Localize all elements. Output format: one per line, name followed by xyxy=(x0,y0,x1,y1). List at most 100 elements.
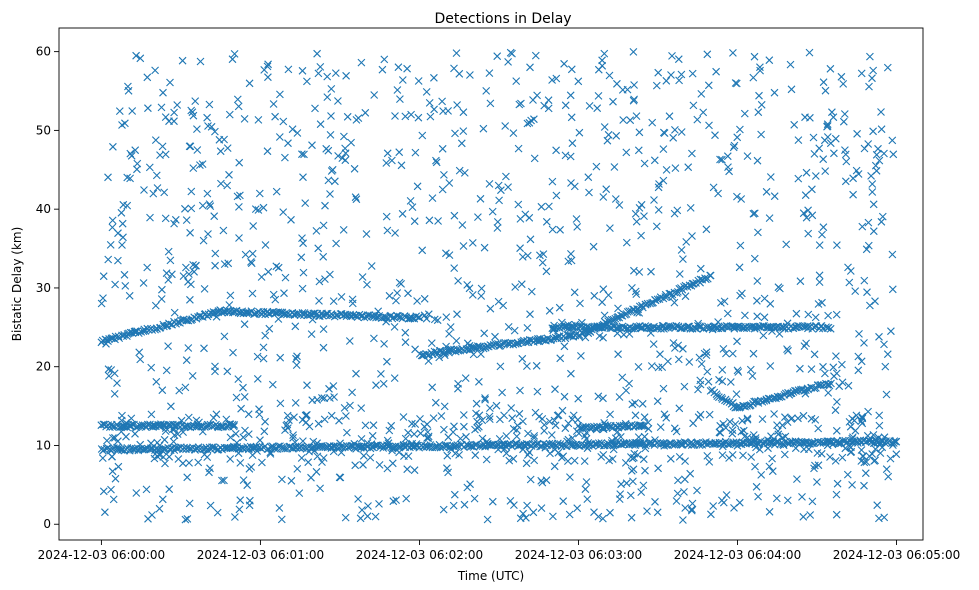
detection-marker xyxy=(293,129,302,137)
detection-marker xyxy=(511,283,520,291)
detection-marker xyxy=(766,362,775,370)
detection-marker xyxy=(217,179,225,188)
detection-marker xyxy=(567,113,576,122)
detection-marker xyxy=(818,230,826,239)
detection-marker xyxy=(356,443,365,452)
detection-marker xyxy=(383,226,392,235)
detection-marker xyxy=(299,173,307,182)
detection-marker xyxy=(276,399,285,408)
detection-marker xyxy=(612,131,621,140)
detection-marker xyxy=(735,498,744,507)
detection-marker xyxy=(758,398,767,406)
detection-marker xyxy=(583,495,592,503)
detection-marker xyxy=(321,275,329,283)
detection-marker xyxy=(514,200,523,209)
detection-marker xyxy=(699,108,708,117)
detection-marker xyxy=(331,69,340,77)
detection-marker xyxy=(567,369,575,378)
detection-marker xyxy=(475,377,483,386)
detection-marker xyxy=(132,51,140,60)
detection-marker xyxy=(657,439,666,448)
detection-marker xyxy=(189,261,197,269)
detection-marker xyxy=(567,179,575,187)
detection-marker xyxy=(832,510,841,519)
detection-marker xyxy=(679,344,687,353)
detection-marker xyxy=(742,324,751,333)
detection-marker xyxy=(485,180,494,188)
detection-marker xyxy=(251,205,260,213)
y-axis-ticks: 0 10 20 30 40 50 60 xyxy=(36,45,59,531)
detection-marker xyxy=(857,69,866,78)
detection-marker xyxy=(121,282,130,290)
detection-marker xyxy=(605,71,614,80)
detection-marker xyxy=(853,129,861,138)
detection-marker xyxy=(193,420,202,429)
detection-marker xyxy=(674,341,683,350)
detection-marker xyxy=(259,343,268,352)
detection-marker xyxy=(162,269,171,278)
detection-marker xyxy=(523,324,532,332)
detection-marker xyxy=(481,395,489,404)
detection-marker xyxy=(738,289,746,298)
detection-marker xyxy=(845,418,854,426)
detection-marker xyxy=(718,496,726,505)
detection-marker xyxy=(249,222,258,230)
detection-marker xyxy=(226,291,235,300)
detection-marker xyxy=(756,63,764,72)
detection-marker xyxy=(808,497,817,506)
detection-marker xyxy=(398,209,407,218)
detection-marker xyxy=(162,366,171,375)
detection-marker xyxy=(220,135,228,144)
detection-marker xyxy=(677,246,686,254)
detection-marker xyxy=(121,119,129,128)
detection-marker xyxy=(628,454,637,463)
detection-marker xyxy=(277,515,286,524)
detection-marker xyxy=(808,211,817,220)
detection-marker xyxy=(488,497,497,506)
detection-marker xyxy=(640,422,649,431)
detection-marker xyxy=(351,461,360,470)
detection-marker xyxy=(593,104,602,113)
detection-marker xyxy=(321,201,329,210)
detection-marker xyxy=(260,427,269,436)
detection-marker xyxy=(635,204,644,212)
detection-marker xyxy=(304,458,313,467)
detection-marker xyxy=(470,494,479,503)
detection-marker xyxy=(325,384,333,393)
detection-marker xyxy=(628,284,636,292)
detection-marker xyxy=(766,173,775,181)
y-tick-label: 10 xyxy=(36,438,51,452)
detection-marker xyxy=(319,221,328,230)
detection-marker xyxy=(888,285,897,294)
detection-marker xyxy=(145,163,154,172)
detection-marker xyxy=(654,464,662,473)
detection-marker xyxy=(875,156,884,165)
detection-marker xyxy=(554,439,562,448)
detection-marker xyxy=(675,270,684,278)
detection-marker xyxy=(390,374,399,382)
detection-marker xyxy=(600,49,609,58)
detection-marker xyxy=(516,386,524,395)
detection-marker xyxy=(402,494,411,503)
detection-marker xyxy=(548,177,557,186)
detection-marker xyxy=(717,299,725,307)
detection-marker xyxy=(658,363,667,371)
detection-marker xyxy=(627,466,636,475)
detection-marker xyxy=(233,95,242,104)
detection-marker xyxy=(581,485,590,494)
detection-marker xyxy=(526,63,534,72)
detection-marker xyxy=(523,451,532,459)
detection-marker xyxy=(225,110,234,119)
detection-marker xyxy=(107,485,115,494)
detection-marker xyxy=(630,95,638,104)
detection-marker xyxy=(268,380,277,389)
detection-marker xyxy=(526,310,534,319)
detection-marker xyxy=(793,475,801,483)
detection-marker xyxy=(449,501,458,510)
detection-marker xyxy=(519,509,527,518)
detection-marker xyxy=(196,57,205,66)
detection-marker xyxy=(241,426,249,435)
detection-marker xyxy=(765,507,774,516)
detection-marker xyxy=(695,353,704,362)
detection-marker xyxy=(204,230,212,238)
